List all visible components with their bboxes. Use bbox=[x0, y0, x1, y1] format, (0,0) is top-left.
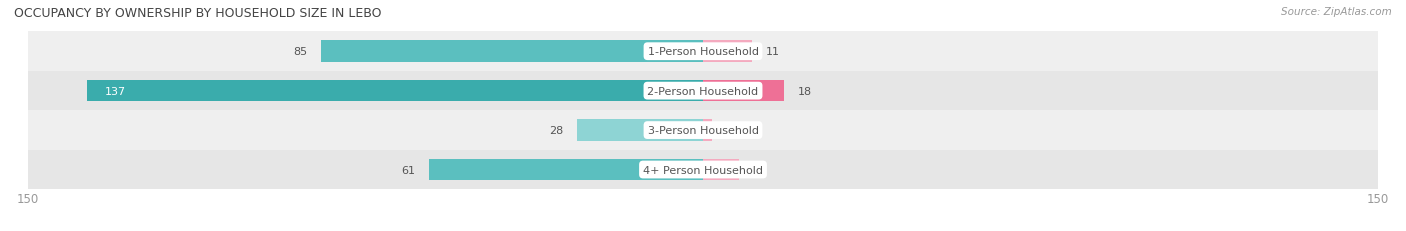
Bar bbox=[703, 120, 711, 141]
Bar bbox=[87, 80, 703, 102]
Bar bbox=[28, 32, 1378, 72]
Text: 4+ Person Household: 4+ Person Household bbox=[643, 165, 763, 175]
Text: 3-Person Household: 3-Person Household bbox=[648, 125, 758, 136]
Bar bbox=[28, 150, 1378, 189]
Text: 1-Person Household: 1-Person Household bbox=[648, 47, 758, 57]
Text: 2: 2 bbox=[725, 125, 733, 136]
Bar bbox=[703, 80, 785, 102]
Bar bbox=[321, 41, 703, 63]
Text: 85: 85 bbox=[292, 47, 307, 57]
Text: 137: 137 bbox=[104, 86, 125, 96]
Bar bbox=[28, 72, 1378, 111]
Text: 11: 11 bbox=[766, 47, 780, 57]
Text: 61: 61 bbox=[401, 165, 415, 175]
Bar bbox=[576, 120, 703, 141]
Text: 28: 28 bbox=[550, 125, 564, 136]
Text: OCCUPANCY BY OWNERSHIP BY HOUSEHOLD SIZE IN LEBO: OCCUPANCY BY OWNERSHIP BY HOUSEHOLD SIZE… bbox=[14, 7, 381, 20]
Bar bbox=[703, 159, 740, 181]
Bar bbox=[703, 41, 752, 63]
Text: 2-Person Household: 2-Person Household bbox=[647, 86, 759, 96]
Text: 18: 18 bbox=[797, 86, 811, 96]
Text: 8: 8 bbox=[752, 165, 759, 175]
Text: Source: ZipAtlas.com: Source: ZipAtlas.com bbox=[1281, 7, 1392, 17]
Bar bbox=[429, 159, 703, 181]
Bar bbox=[28, 111, 1378, 150]
